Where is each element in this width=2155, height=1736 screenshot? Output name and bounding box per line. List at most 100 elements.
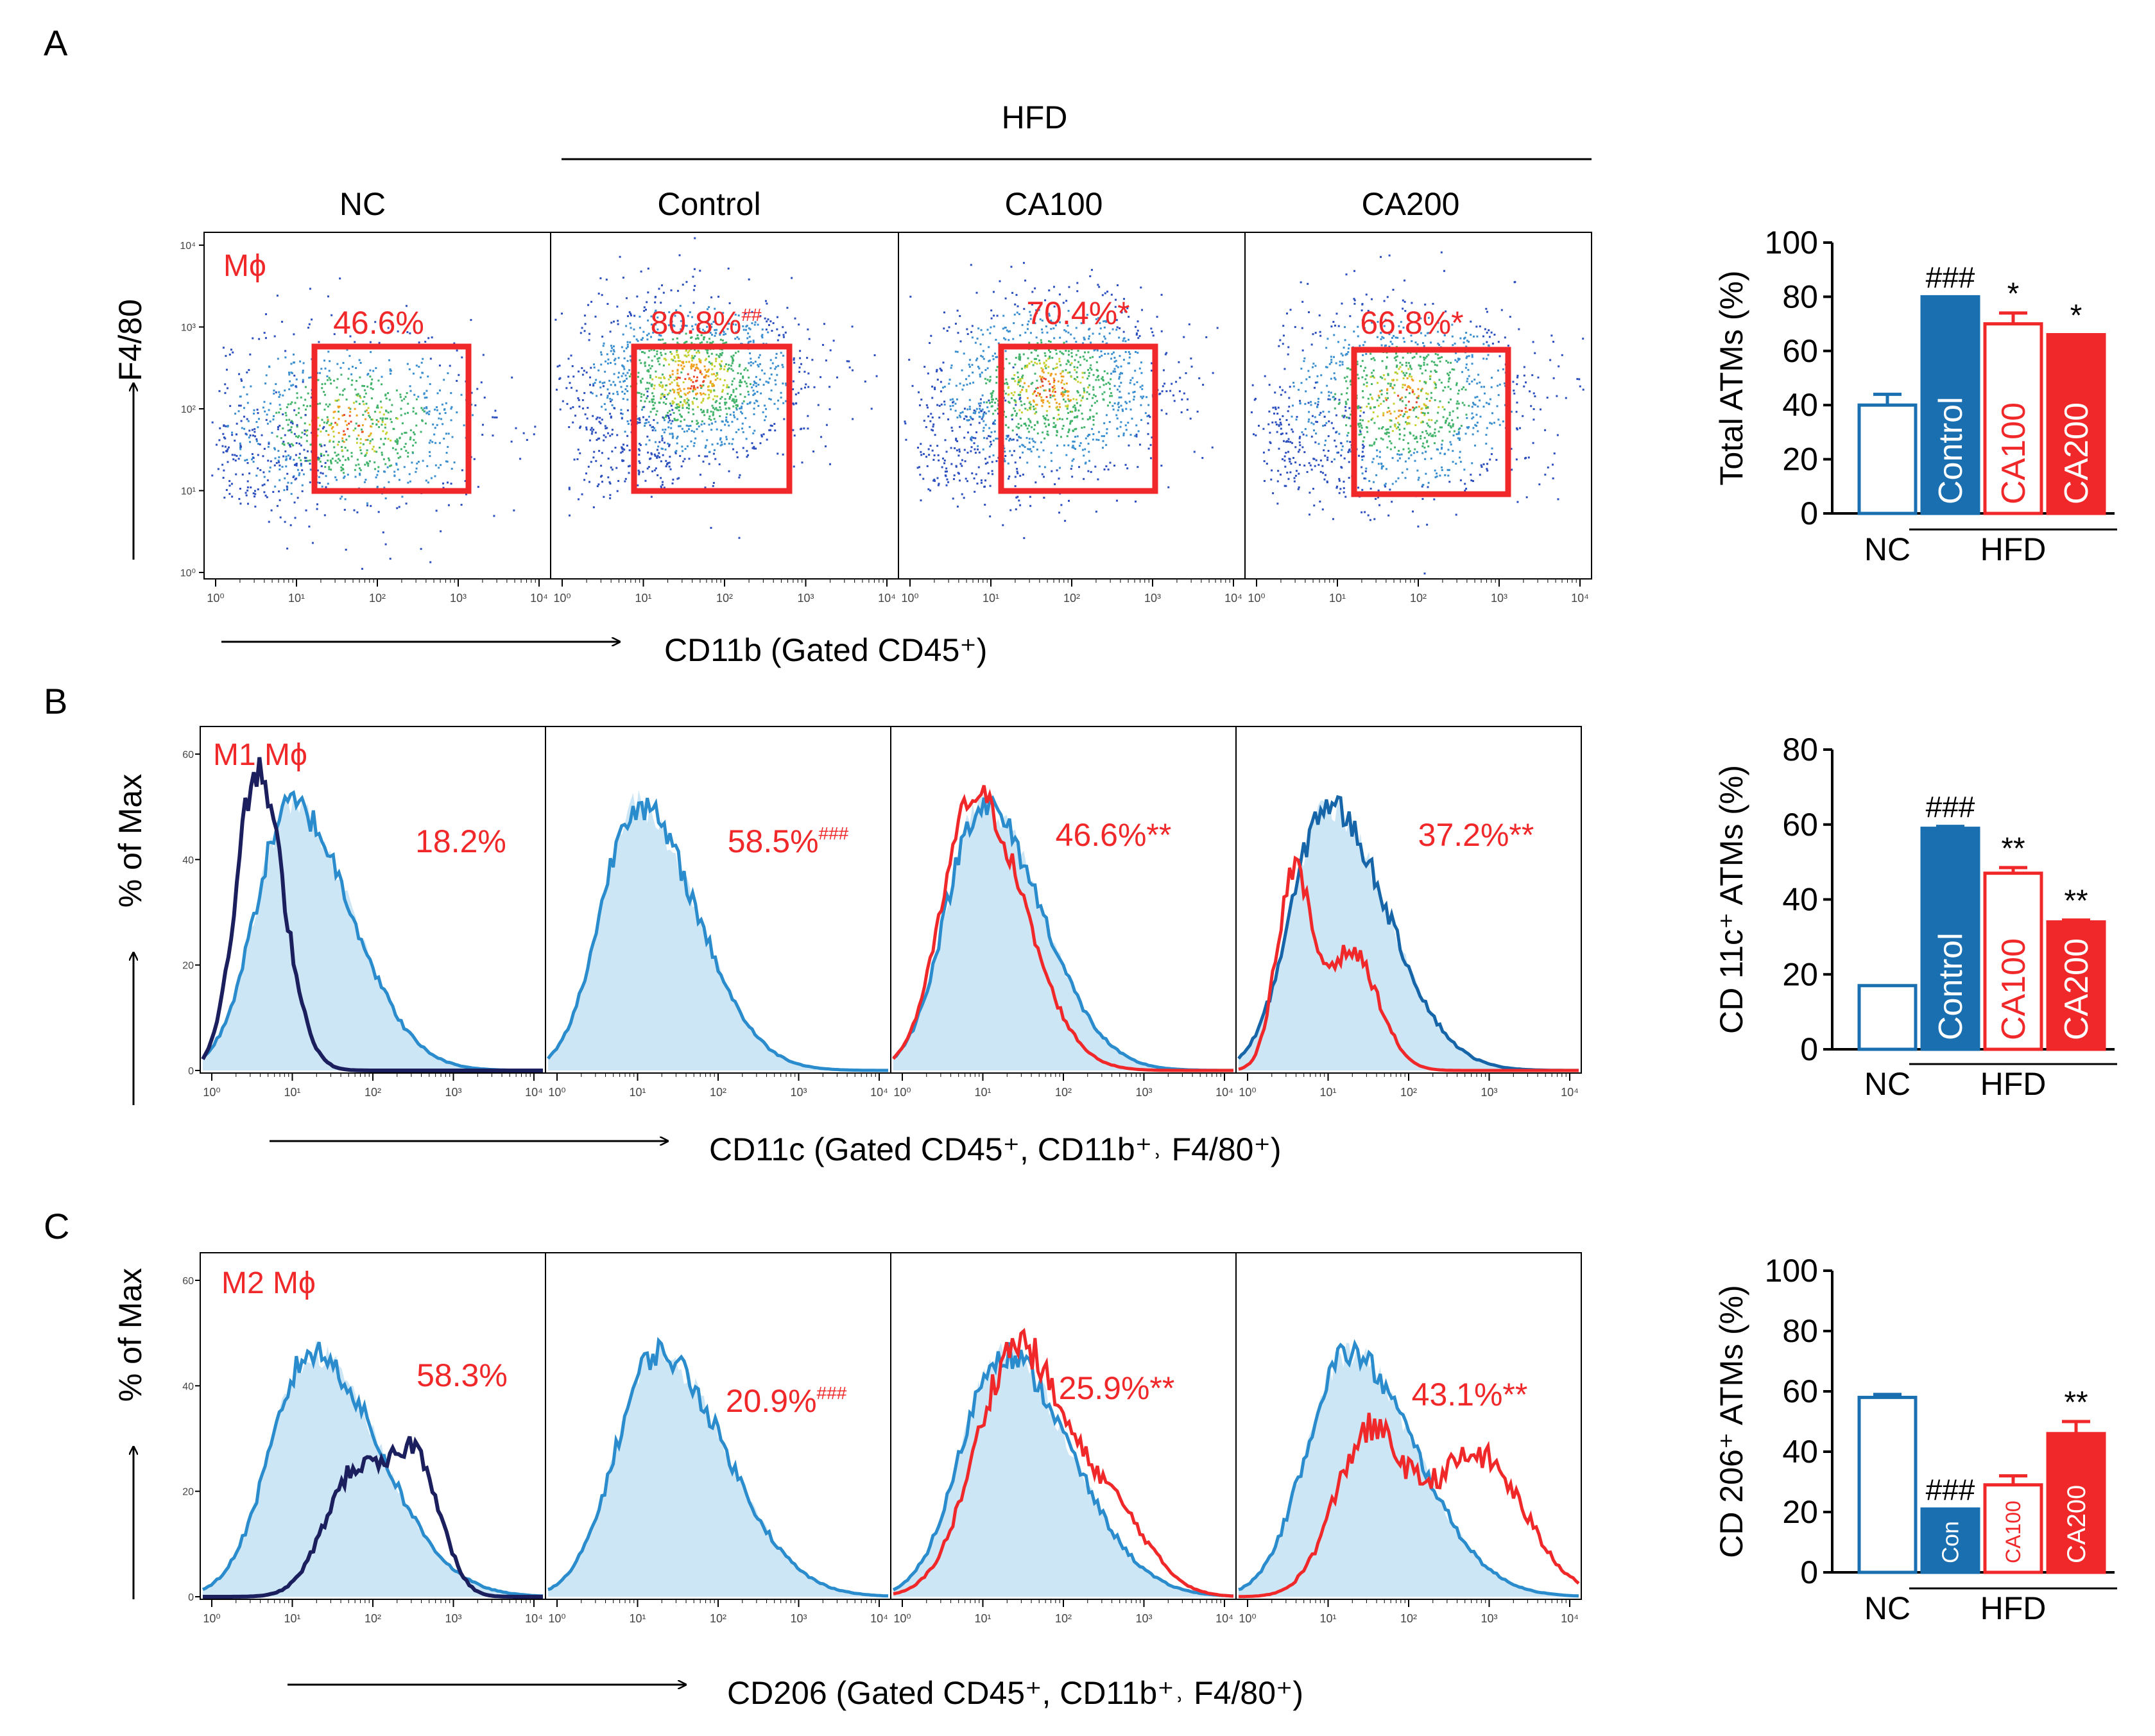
scatter-dot — [335, 479, 338, 481]
scatter-dot — [1031, 382, 1034, 384]
scatter-dot — [592, 384, 595, 387]
scatter-dot — [1384, 483, 1387, 485]
scatter-dot — [1511, 468, 1513, 471]
scatter-dot — [684, 447, 687, 450]
scatter-dot — [374, 411, 377, 413]
scatter-dot — [1299, 402, 1301, 405]
scatter-dot — [581, 399, 584, 402]
scatter-dot — [749, 328, 751, 331]
scatter-dot — [1398, 457, 1401, 460]
scatter-dot — [352, 402, 355, 404]
scatter-dot — [609, 397, 612, 400]
scatter-dot — [647, 267, 649, 270]
scatter-dot — [1361, 472, 1364, 475]
scatter-dot — [1513, 281, 1516, 284]
scatter-dot — [253, 495, 256, 498]
scatter-dot — [705, 357, 707, 360]
scatter-dot — [316, 508, 318, 510]
scatter-dot — [785, 384, 787, 386]
scatter-dot — [723, 443, 726, 445]
scatter-dot — [1279, 339, 1282, 341]
scatter-dot — [599, 277, 602, 280]
scatter-dot — [344, 420, 347, 422]
scatter-dot — [295, 378, 298, 381]
scatter-dot — [1434, 399, 1436, 402]
scatter-dot — [972, 381, 975, 384]
scatter-dot — [377, 466, 380, 468]
scatter-dot — [970, 424, 972, 426]
scatter-dot — [938, 483, 940, 485]
scatter-dot — [1515, 458, 1518, 461]
scatter-dot — [692, 413, 694, 415]
scatter-dot — [1349, 381, 1352, 383]
scatter-dot — [1089, 416, 1092, 418]
scatter-dot — [309, 405, 311, 408]
scatter-dot — [644, 479, 647, 482]
scatter-dot — [740, 411, 743, 413]
scatter-dot — [1391, 343, 1394, 345]
scatter-dot — [1026, 427, 1029, 430]
scatter-dot — [864, 380, 866, 382]
scatter-dot — [358, 424, 361, 427]
scatter-dot — [447, 372, 449, 375]
scatter-dot — [1322, 424, 1325, 427]
scatter-dot — [296, 392, 298, 395]
scatter-dot — [234, 440, 236, 442]
scatter-dot — [687, 411, 690, 414]
scatter-dot — [710, 325, 713, 328]
scatter-dot — [587, 304, 590, 306]
scatter-dot — [1308, 462, 1310, 465]
scatter-dot — [1416, 343, 1419, 346]
scatter-dot — [623, 449, 626, 451]
scatter-dot — [761, 336, 764, 339]
scatter-dot — [1065, 382, 1068, 385]
scatter-dot — [1064, 520, 1067, 522]
scatter-dot — [1383, 300, 1386, 302]
scatter-dot — [1491, 377, 1493, 379]
scatter-dot — [729, 413, 732, 416]
scatter-dot — [1050, 452, 1052, 454]
scatter-dot — [1489, 398, 1491, 400]
scatter-dot — [949, 405, 952, 408]
scatter-dot — [621, 413, 624, 415]
scatter-dot — [1393, 410, 1396, 413]
scatter-dot — [1088, 417, 1091, 420]
scatter-dot — [364, 418, 366, 420]
scatter-dot — [1113, 357, 1116, 359]
scatter-dot — [992, 390, 995, 392]
scatter-dot — [1151, 369, 1153, 372]
scatter-dot — [291, 443, 293, 445]
scatter-dot — [1090, 364, 1092, 366]
scatter-dot — [637, 469, 640, 472]
scatter-dot — [713, 449, 716, 451]
scatter-dot — [1106, 290, 1109, 293]
scatter-dot — [1316, 381, 1319, 384]
scatter-dot — [612, 393, 615, 395]
scatter-dot — [662, 376, 665, 379]
scatter-dot — [662, 416, 664, 418]
scatter-dot — [1092, 415, 1094, 418]
scatter-dot — [1011, 429, 1014, 432]
scatter-dot — [1020, 404, 1023, 406]
scatter-dot — [1558, 365, 1560, 368]
scatter-dot — [355, 464, 357, 467]
scatter-dot — [639, 327, 641, 329]
scatter-dot — [565, 387, 568, 390]
scatter-dot — [692, 381, 694, 383]
scatter-dot — [768, 377, 771, 380]
scatter-dot — [1045, 364, 1047, 366]
scatter-dot — [1308, 513, 1310, 516]
scatter-dot — [1015, 404, 1017, 406]
scatter-dot — [1040, 378, 1043, 381]
scatter-dot — [744, 381, 746, 383]
scatter-dot — [606, 388, 609, 391]
scatter-dot — [228, 493, 231, 495]
scatter-dot — [302, 379, 304, 381]
scatter-dot — [1160, 293, 1163, 296]
scatter-dot — [722, 384, 725, 386]
scatter-dot — [707, 352, 709, 354]
scatter-dot — [1427, 445, 1430, 448]
scatter-dot — [728, 322, 730, 325]
scatter-dot — [1531, 374, 1534, 377]
scatter-dot — [400, 408, 402, 410]
